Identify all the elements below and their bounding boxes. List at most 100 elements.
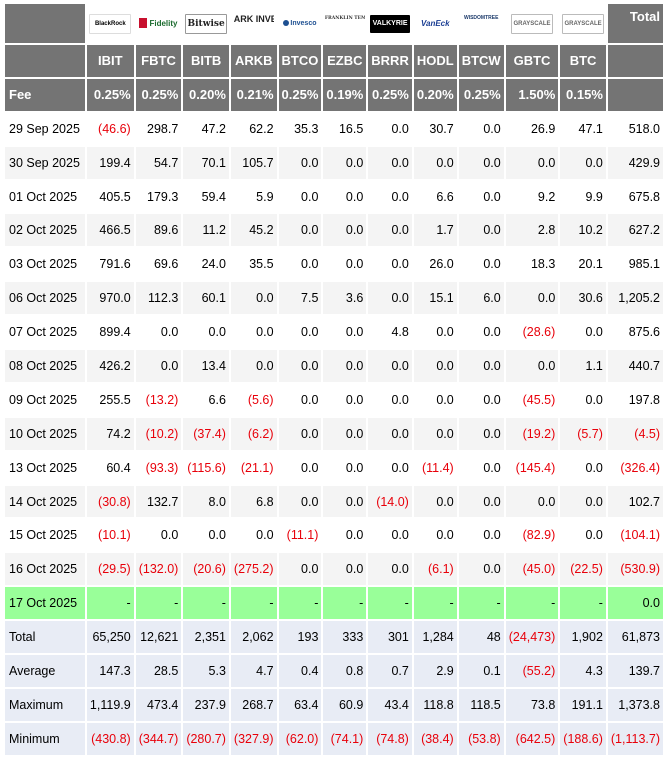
flow-cell: 1,284 [413,621,457,654]
flow-cell: (45.5) [505,383,559,416]
flow-cell: 0.0 [323,350,367,382]
flow-cell: 0.0 [458,417,504,450]
flow-cell: 0.0 [505,282,559,315]
flow-cell: - [505,587,559,620]
table-row: 08 Oct 2025 426.2 0.0 13.4 0.0 0.0 0.0 0.0 0.0 0.… [5,350,663,382]
flow-cell: 899.4 [86,316,134,349]
flow-cell: 0.0 [458,485,504,518]
flow-cell: 0.0 [323,383,367,416]
flow-cell: 47.1 [560,112,606,145]
ticker-header: GBTC [505,45,559,77]
flow-cell: 9.2 [505,180,559,213]
summary-row: Average 147.3 28.5 5.3 4.7 0.4 0.8 0.7 2.9 0.1 (55… [5,655,663,687]
flow-cell: 118.5 [458,688,504,721]
flow-cell: 0.0 [368,112,412,145]
flow-cell: 45.2 [230,214,277,247]
flow-cell: 60.1 [183,282,229,315]
flow-cell: (74.1) [323,722,367,755]
flow-cell: 26.9 [505,112,559,145]
table-row: 14 Oct 2025 (30.8) 132.7 8.0 6.8 0.0 0.0 (14.0)… [5,485,663,518]
total-cell: (1,113.7) [607,722,663,755]
ticker-row: IBIT FBTC BITB ARKB BTCO EZBC BRRR HODL … [5,45,663,77]
flow-cell: 9.9 [560,180,606,213]
table-row: 07 Oct 2025 899.4 0.0 0.0 0.0 0.0 0.0 4.8 0.0 0.0… [5,316,663,349]
date-cell: 29 Sep 2025 [5,112,85,145]
flow-cell: 6.6 [413,180,457,213]
date-cell: 09 Oct 2025 [5,383,85,416]
flow-cell: 0.0 [278,180,322,213]
flow-cell: - [86,587,134,620]
flow-cell: (14.0) [368,485,412,518]
flow-cell: (280.7) [183,722,229,755]
logo-row: BlackRock Fidelity Bitwise ARK INVEST In… [5,4,663,43]
total-cell: 1,205.2 [607,282,663,315]
table-row: 03 Oct 2025 791.6 69.6 24.0 35.5 0.0 0.0 0.0 26.… [5,248,663,281]
flow-cell: (6.1) [413,553,457,586]
flow-cell: (46.6) [86,112,134,145]
flow-cell: (11.1) [278,519,322,552]
total-cell: 440.7 [607,350,663,382]
wisdomtree-logo-icon: WISDOMTREE [463,14,499,21]
flow-cell: (22.5) [560,553,606,586]
fee-cell: 0.20% [413,78,457,111]
flow-cell: 4.8 [368,316,412,349]
date-cell: 07 Oct 2025 [5,316,85,349]
flow-cell: 405.5 [86,180,134,213]
flow-cell: 0.0 [323,180,367,213]
summary-label: Average [5,655,85,687]
flow-cell: 0.0 [458,248,504,281]
flow-cell: (53.8) [458,722,504,755]
flow-cell: 0.0 [323,248,367,281]
flow-cell: 268.7 [230,688,277,721]
flow-cell: (74.8) [368,722,412,755]
summary-label: Maximum [5,688,85,721]
fee-row: Fee 0.25% 0.25% 0.20% 0.21% 0.25% 0.19% … [5,78,663,111]
fee-cell: 0.15% [560,78,606,111]
flow-cell: 132.7 [135,485,182,518]
table-row: 30 Sep 2025 199.4 54.7 70.1 105.7 0.0 0.0 0.0 0.… [5,146,663,179]
franklin-logo-icon: FRANKLIN TEMPLETON [324,16,365,21]
flow-cell: 0.0 [323,214,367,247]
flow-cell: 0.0 [413,417,457,450]
fee-cell: 0.21% [230,78,277,111]
flow-cell: 47.2 [183,112,229,145]
flow-cell: (11.4) [413,451,457,484]
flow-cell: 0.0 [413,519,457,552]
ticker-header: BITB [183,45,229,77]
flow-cell: 791.6 [86,248,134,281]
flow-cell: 73.8 [505,688,559,721]
ticker-header: EZBC [323,45,367,77]
etf-flow-table-container: BlackRock Fidelity Bitwise ARK INVEST In… [3,2,665,757]
date-cell: 06 Oct 2025 [5,282,85,315]
flow-cell: 0.0 [278,350,322,382]
total-cell: 627.2 [607,214,663,247]
flow-cell: 0.0 [323,485,367,518]
fee-cell: 0.20% [183,78,229,111]
flow-cell: 0.0 [278,146,322,179]
flow-cell: (29.5) [86,553,134,586]
total-cell: (530.9) [607,553,663,586]
ticker-header: BTCW [458,45,504,77]
flow-cell: (188.6) [560,722,606,755]
flow-cell: 4.7 [230,655,277,687]
flow-cell: (132.0) [135,553,182,586]
flow-cell: (82.9) [505,519,559,552]
ticker-header: BRRR [368,45,412,77]
blackrock-logo-icon: BlackRock [89,13,132,34]
flow-cell: 237.9 [183,688,229,721]
flow-cell: 60.9 [323,688,367,721]
ticker-header: BTC [560,45,606,77]
flow-cell: 466.5 [86,214,134,247]
etf-flow-table: BlackRock Fidelity Bitwise ARK INVEST In… [3,2,665,757]
flow-cell: 0.8 [323,655,367,687]
flow-cell: - [230,587,277,620]
flow-cell: - [560,587,606,620]
flow-cell: - [458,587,504,620]
flow-cell: 2,351 [183,621,229,654]
flow-cell: 1,902 [560,621,606,654]
flow-cell: 0.0 [458,316,504,349]
flow-cell: 30.7 [413,112,457,145]
flow-cell: 2.8 [505,214,559,247]
flow-cell: 10.2 [560,214,606,247]
total-cell: 429.9 [607,146,663,179]
